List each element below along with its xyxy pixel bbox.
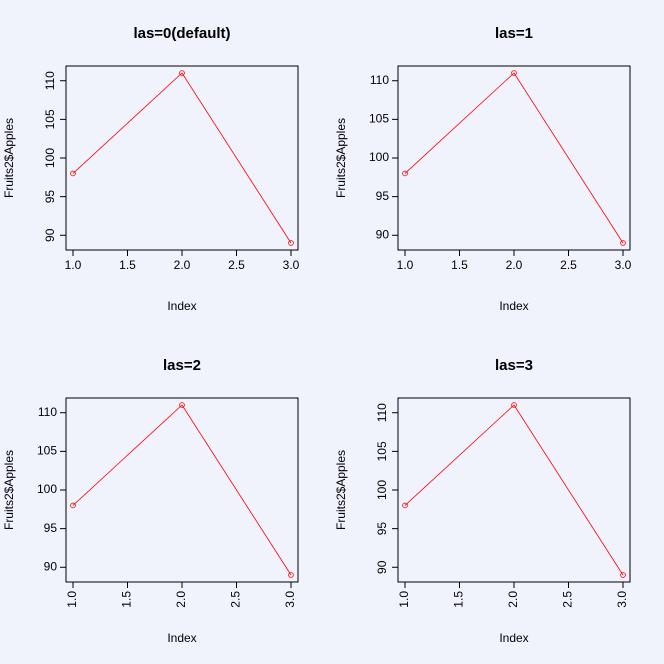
x-tick-label: 1.5 (119, 258, 136, 272)
data-point (70, 502, 76, 509)
y-axis-label: Fruits2$Apples (2, 118, 16, 198)
x-tick-label: 1.5 (120, 591, 134, 608)
y-tick-label: 90 (376, 227, 390, 241)
x-tick-label: 2.0 (174, 258, 191, 272)
data-point (402, 502, 408, 509)
y-tick-label: 100 (369, 150, 389, 164)
y-tick-label: 100 (375, 480, 389, 500)
series-line (404, 404, 624, 576)
data-point (620, 240, 626, 246)
x-tick-label: 2.0 (506, 591, 520, 608)
y-tick-label: 95 (375, 522, 389, 536)
x-tick-label: 3.0 (615, 258, 632, 272)
x-tick-label: 2.5 (229, 591, 243, 608)
chart-title: las=0(default) (133, 25, 230, 42)
x-tick-label: 1.0 (397, 591, 411, 608)
y-tick-label: 95 (376, 189, 390, 203)
x-axis-label: Index (167, 299, 196, 313)
data-point (179, 70, 185, 76)
y-tick-label: 100 (43, 148, 57, 168)
series-line (404, 72, 624, 244)
data-point (179, 402, 185, 408)
data-point (511, 402, 517, 408)
data-point (511, 70, 517, 76)
y-tick-label: 110 (370, 73, 389, 87)
y-tick-label: 105 (43, 109, 57, 129)
y-tick-label: 95 (44, 521, 58, 535)
chart-panel-4: las=3 1.0 1.5 2.0 2.5 3.0 90 95 100 105 110 Index Fr… (334, 357, 631, 645)
x-tick-label: 3.0 (283, 591, 297, 608)
y-tick-label: 95 (43, 190, 57, 204)
chart-panel-2: las=1 1.0 1.5 2.0 2.5 3.0 90 95 100 105 110 Index Fr… (334, 25, 632, 313)
y-tick-label: 90 (43, 228, 57, 242)
x-axis-label: Index (499, 299, 528, 313)
series-line (72, 72, 292, 244)
series-line (72, 404, 292, 576)
x-tick-label: 3.0 (283, 258, 300, 272)
y-tick-label: 110 (43, 71, 57, 90)
x-tick-label: 1.0 (65, 591, 79, 608)
x-tick-label: 1.5 (451, 258, 468, 272)
y-axis-label: Fruits2$Apples (2, 450, 16, 530)
y-tick-label: 110 (375, 403, 389, 422)
y-tick-label: 100 (37, 482, 57, 496)
data-point (288, 572, 294, 578)
y-tick-label: 110 (38, 405, 57, 419)
x-tick-label: 1.0 (397, 258, 414, 272)
chart-panel-1: las=0(default) 1.0 1.5 2.0 2.5 3.0 90 95 100 105 1… (2, 25, 300, 313)
x-axis-label: Index (499, 631, 528, 645)
chart-title: las=2 (163, 357, 201, 374)
y-tick-label: 90 (44, 559, 58, 573)
y-tick-label: 105 (375, 441, 389, 461)
x-tick-label: 1.5 (452, 591, 466, 608)
chart-title: las=1 (495, 25, 533, 42)
data-point (620, 572, 626, 578)
y-tick-label: 105 (369, 112, 389, 126)
x-tick-label: 2.5 (560, 258, 577, 272)
x-tick-label: 2.5 (228, 258, 245, 272)
y-tick-label: 105 (37, 444, 57, 458)
x-tick-label: 3.0 (615, 591, 629, 608)
x-tick-label: 1.0 (65, 258, 82, 272)
x-tick-label: 2.5 (561, 591, 575, 608)
x-tick-label: 2.0 (506, 258, 523, 272)
y-tick-label: 90 (375, 560, 389, 574)
data-point (70, 170, 76, 177)
x-tick-label: 2.0 (174, 591, 188, 608)
chart-title: las=3 (495, 357, 533, 374)
data-point (402, 170, 408, 177)
x-axis-label: Index (167, 631, 196, 645)
y-axis-label: Fruits2$Apples (334, 450, 348, 530)
chart-panel-3: las=2 1.0 1.5 2.0 2.5 3.0 90 95 100 105 110 Index Fr… (2, 357, 299, 645)
data-point (288, 240, 294, 246)
y-axis-label: Fruits2$Apples (334, 118, 348, 198)
